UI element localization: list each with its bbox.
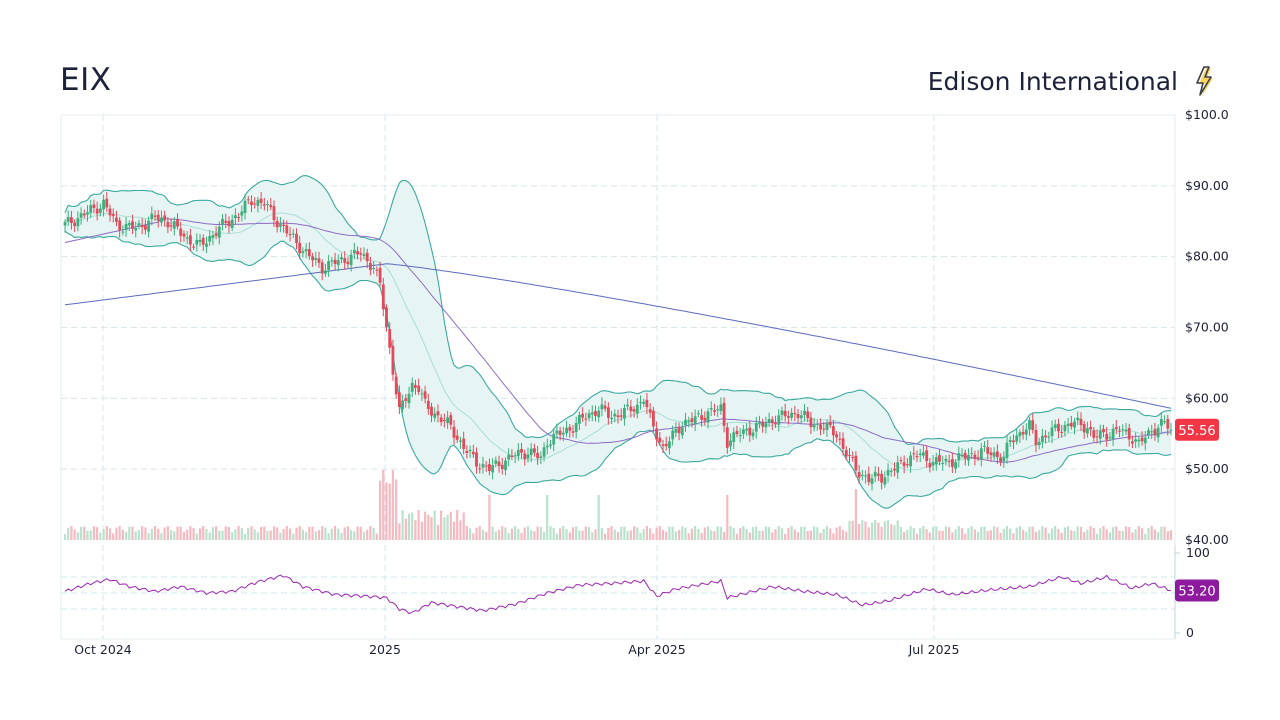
price-axis-label: $40.00: [1185, 532, 1229, 547]
rsi-last-value: 53.20: [1178, 584, 1215, 599]
sma-200-line: [64, 263, 1172, 409]
ticker-symbol: EIX: [60, 62, 112, 98]
time-axis-label: Jul 2025: [908, 642, 960, 657]
rsi-line: [64, 574, 1172, 615]
price-axis-label: $80.00: [1185, 249, 1229, 264]
candlesticks: [63, 191, 1173, 491]
grid: [60, 114, 1176, 640]
price-axis-label: $70.00: [1185, 320, 1229, 335]
company-name: Edison International: [927, 67, 1178, 96]
bollinger-upper-line: [64, 175, 1172, 445]
sma-50-line: [64, 218, 1172, 463]
rsi-axis-label: 100: [1186, 545, 1210, 560]
price-axis-label: $100.0: [1185, 107, 1229, 122]
price-axis: $100.0 $90.00 $80.00 $70.00 $60.00 $50.00 $40.…: [1185, 107, 1229, 547]
bollinger-lower-line: [64, 230, 1172, 509]
time-axis-label: 2025: [369, 642, 401, 657]
price-axis-label: $90.00: [1185, 178, 1229, 193]
price-axis-label: $50.00: [1185, 461, 1229, 476]
lightning-bolt-icon: [1196, 66, 1213, 96]
rsi-axis-label: 0: [1186, 625, 1194, 640]
last-price-badge: [1175, 418, 1219, 441]
volume-bars: [63, 470, 1173, 540]
price-axis-label: $60.00: [1185, 390, 1229, 405]
rsi-value-badge: [1175, 579, 1219, 602]
time-axis-label: Apr 2025: [628, 642, 685, 657]
last-price-value: 55.56: [1178, 424, 1215, 439]
time-axis-label: Oct 2024: [74, 642, 131, 657]
